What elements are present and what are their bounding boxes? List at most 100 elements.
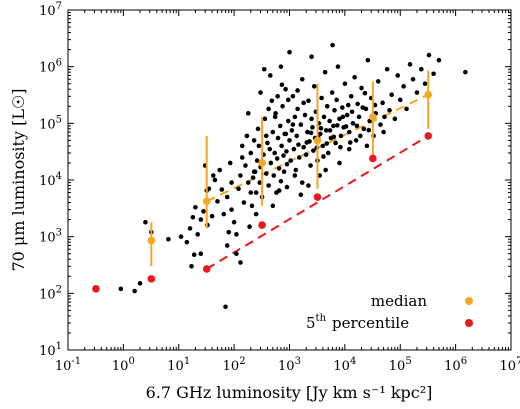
scatter-point [234, 232, 239, 237]
scatter-point [298, 192, 304, 198]
scatter-point [404, 106, 409, 112]
scatter-point [321, 114, 327, 120]
scatter-point [239, 143, 245, 149]
scatter-point [245, 111, 251, 116]
legend-median-marker [465, 297, 473, 305]
x-tick-label: 100 [112, 356, 135, 374]
scatter-point [263, 171, 269, 176]
scatter-point [251, 138, 257, 143]
y-tick-label: 105 [39, 114, 62, 132]
x-tick-label: 105 [389, 356, 412, 374]
scatter-point [244, 133, 250, 139]
scatter-point [331, 134, 337, 140]
scatter-point [198, 217, 204, 222]
scatter-point [178, 234, 184, 239]
scatter-point [278, 64, 284, 69]
scatter-point [258, 90, 263, 95]
scatter-point [324, 141, 330, 146]
scatter-point [276, 188, 282, 193]
median-point [424, 90, 433, 99]
scatter-point [354, 123, 360, 129]
scatter-point [397, 97, 403, 103]
scatter-point [118, 286, 124, 292]
x-axis-label: 6.7 GHz luminosity [Jy km s⁻¹ kpc²] [146, 383, 433, 402]
scatter-point [324, 103, 330, 109]
scatter-point [253, 190, 259, 195]
scatter-point [295, 88, 300, 93]
scatter-point [381, 129, 386, 135]
scatter-point [267, 146, 273, 152]
scatter-point [346, 146, 352, 152]
y-tick-label: 107 [39, 1, 62, 19]
scatter-point [266, 183, 271, 188]
scatter-point [271, 173, 277, 178]
scatter-point [238, 173, 243, 178]
scatter-point [422, 81, 428, 87]
scatter-point [334, 97, 339, 103]
x-tick-label: 104 [333, 356, 356, 374]
scatter-point [293, 167, 299, 173]
scatter-point [265, 140, 270, 146]
scatter-point [335, 123, 340, 128]
scatter-point [250, 175, 256, 180]
scatter-point [251, 169, 257, 175]
scatter-point [267, 73, 273, 78]
scatter-point [311, 84, 317, 89]
scatter-point [389, 92, 394, 98]
scatter-point [344, 112, 350, 118]
x-tick-label: 103 [278, 356, 301, 374]
scatter-point [362, 90, 368, 96]
x-tick-label: 102 [223, 356, 246, 374]
axis-ticks [67, 9, 512, 351]
scatter-point [382, 114, 387, 120]
scatter-point [210, 173, 216, 178]
scatter-point [221, 211, 227, 217]
scatter-point [215, 199, 220, 204]
scatter-point [288, 158, 293, 163]
scatter-point [195, 232, 201, 237]
scatter-point [361, 126, 367, 132]
scatter-point [256, 143, 262, 149]
scatter-point [311, 148, 316, 153]
median-point [258, 159, 266, 167]
percentile-point [313, 193, 322, 201]
scatter-point [301, 144, 306, 150]
scatter-point [310, 125, 315, 130]
data-points [118, 42, 468, 310]
scatter-point [245, 180, 251, 185]
scatter-point [291, 146, 297, 152]
scatter-point [249, 203, 255, 209]
scatter-point [217, 167, 223, 173]
scatter-point [275, 135, 281, 141]
scatter-point [335, 64, 341, 69]
scatter-point [201, 209, 206, 214]
scatter-point [410, 76, 416, 82]
scatter-point [384, 66, 390, 72]
scatter-point [290, 93, 296, 99]
scatter-point [327, 118, 332, 124]
scatter-point [234, 251, 239, 257]
scatter-point [304, 140, 310, 145]
y-tick-label: 106 [39, 58, 62, 76]
scatter-point [166, 236, 171, 242]
y-axis-label: 70 μm luminosity [L☉] [9, 88, 28, 271]
scatter-point [380, 100, 385, 106]
scatter-point [356, 114, 362, 120]
scatter-point [318, 131, 323, 137]
scatter-point [274, 156, 280, 161]
scatter-point [338, 133, 344, 139]
percentile-point [147, 275, 156, 283]
scatter-point [323, 128, 329, 133]
scatter-point [414, 90, 420, 95]
scatter-point [358, 133, 363, 139]
scatter-point [279, 82, 285, 88]
scatter-point [227, 160, 233, 166]
scatter-point [372, 102, 378, 108]
y-tick-label: 104 [39, 171, 62, 189]
scatter-point [247, 224, 252, 229]
scatter-point [223, 304, 228, 310]
scatter-point [317, 173, 322, 178]
scatter-point [431, 71, 436, 77]
scatter-point [348, 93, 354, 99]
scatter-point [364, 143, 370, 149]
